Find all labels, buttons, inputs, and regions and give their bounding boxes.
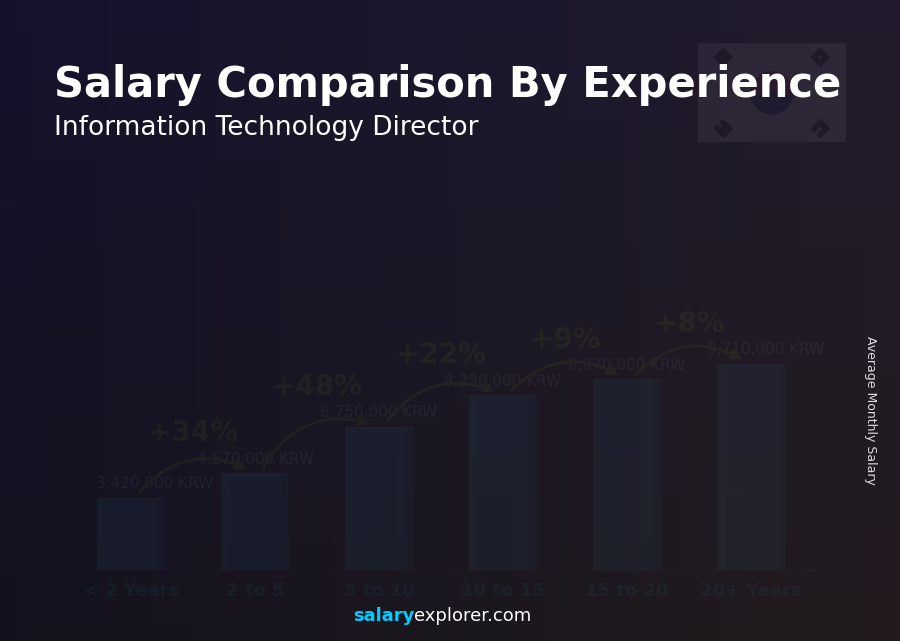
- Bar: [281, 473, 289, 570]
- Text: 3,420,000 KRW: 3,420,000 KRW: [96, 476, 213, 491]
- Bar: [593, 379, 661, 570]
- Text: salary: salary: [353, 607, 414, 625]
- Circle shape: [751, 72, 793, 113]
- Text: Average Monthly Salary: Average Monthly Salary: [865, 336, 878, 485]
- Bar: [469, 395, 537, 570]
- Bar: [221, 473, 289, 474]
- Text: Information Technology Director: Information Technology Director: [54, 115, 479, 142]
- Bar: [221, 473, 230, 570]
- Bar: [652, 379, 661, 570]
- Text: +22%: +22%: [396, 342, 486, 369]
- Bar: [405, 427, 413, 570]
- Bar: [345, 427, 413, 429]
- Bar: [97, 497, 105, 570]
- Text: 6,750,000 KRW: 6,750,000 KRW: [320, 405, 437, 420]
- Bar: [158, 497, 166, 570]
- Text: +48%: +48%: [272, 373, 362, 401]
- Bar: [345, 427, 353, 570]
- Circle shape: [751, 72, 793, 113]
- Bar: [221, 473, 289, 570]
- Text: Salary Comparison By Experience: Salary Comparison By Experience: [54, 64, 842, 106]
- Text: 8,970,000 KRW: 8,970,000 KRW: [568, 358, 686, 373]
- Circle shape: [761, 72, 782, 93]
- Text: +8%: +8%: [653, 310, 724, 338]
- Wedge shape: [751, 72, 793, 93]
- Text: 8,230,000 KRW: 8,230,000 KRW: [445, 374, 562, 388]
- Text: +34%: +34%: [148, 419, 238, 447]
- FancyBboxPatch shape: [697, 43, 847, 143]
- Bar: [593, 379, 661, 382]
- Bar: [97, 497, 166, 499]
- Bar: [716, 363, 785, 367]
- Bar: [529, 395, 537, 570]
- Bar: [716, 363, 725, 570]
- Bar: [345, 427, 413, 570]
- Bar: [593, 379, 601, 570]
- Text: 4,570,000 KRW: 4,570,000 KRW: [196, 451, 314, 467]
- Text: 9,710,000 KRW: 9,710,000 KRW: [707, 342, 824, 357]
- Bar: [469, 395, 537, 398]
- Bar: [777, 363, 785, 570]
- Bar: [716, 363, 785, 570]
- Text: explorer.com: explorer.com: [414, 607, 531, 625]
- Text: +9%: +9%: [530, 326, 600, 354]
- Bar: [97, 497, 166, 570]
- Circle shape: [761, 93, 782, 113]
- Bar: [469, 395, 477, 570]
